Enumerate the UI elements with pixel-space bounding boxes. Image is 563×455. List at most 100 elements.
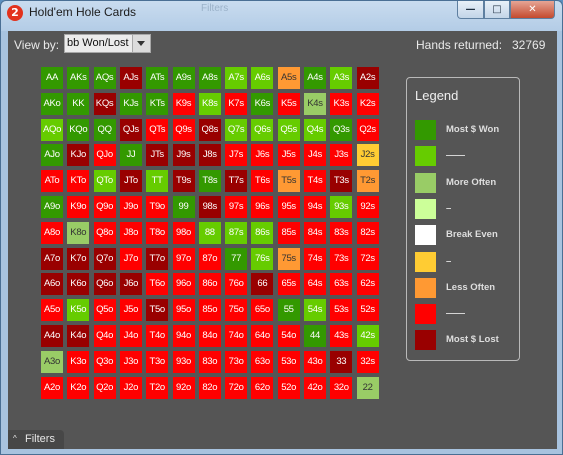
hand-cell[interactable]: A5s: [277, 67, 300, 89]
hand-cell[interactable]: AJs: [119, 67, 142, 89]
hand-cell[interactable]: 62o: [251, 376, 274, 399]
hand-cell[interactable]: JJ: [119, 144, 142, 167]
hand-cell[interactable]: QTs: [146, 118, 169, 141]
hand-cell[interactable]: J7o: [119, 247, 142, 270]
hand-cell[interactable]: J5o: [119, 299, 142, 322]
hand-cell[interactable]: KK: [67, 92, 90, 115]
title-bar[interactable]: 2 Hold'em Hole Cards Filters — □ ✕: [1, 1, 562, 25]
maximize-button[interactable]: □: [484, 1, 510, 19]
hand-cell[interactable]: T9s: [172, 170, 195, 193]
hand-cell[interactable]: 96s: [251, 196, 274, 218]
hand-cell[interactable]: T9o: [146, 196, 169, 218]
hand-cell[interactable]: K2s: [356, 92, 379, 115]
hand-cell[interactable]: 54o: [277, 325, 300, 347]
hand-cell[interactable]: A2o: [41, 376, 63, 399]
hand-cell[interactable]: K8o: [67, 221, 90, 244]
hand-cell[interactable]: 88: [198, 221, 221, 244]
hand-cell[interactable]: KQs: [93, 92, 116, 115]
hand-cell[interactable]: K8s: [198, 92, 221, 115]
hand-cell[interactable]: KTs: [146, 92, 169, 115]
hand-cell[interactable]: J4o: [119, 325, 142, 347]
hand-cell[interactable]: 62s: [356, 273, 379, 296]
hand-cell[interactable]: J8s: [198, 144, 221, 167]
hand-cell[interactable]: 75s: [277, 247, 300, 270]
hand-cell[interactable]: Q3s: [330, 118, 353, 141]
hand-cell[interactable]: K4o: [67, 325, 90, 347]
filters-toggle[interactable]: ^ Filters: [8, 430, 64, 449]
hand-cell[interactable]: K4s: [304, 92, 326, 115]
hand-cell[interactable]: 93o: [172, 350, 195, 373]
hand-cell[interactable]: AA: [41, 67, 63, 89]
hand-cell[interactable]: 95s: [277, 196, 300, 218]
hand-cell[interactable]: 72o: [225, 376, 248, 399]
hand-cell[interactable]: 42o: [304, 376, 326, 399]
hand-cell[interactable]: 73o: [225, 350, 248, 373]
hand-cell[interactable]: 87o: [198, 247, 221, 270]
hand-cell[interactable]: T8s: [198, 170, 221, 193]
hand-cell[interactable]: 94o: [172, 325, 195, 347]
hand-cell[interactable]: Q8s: [198, 118, 221, 141]
hand-cell[interactable]: 43o: [304, 350, 326, 373]
hand-cell[interactable]: 42s: [356, 325, 379, 347]
hand-cell[interactable]: 99: [172, 196, 195, 218]
hand-cell[interactable]: T4o: [146, 325, 169, 347]
hand-cell[interactable]: 87s: [225, 221, 248, 244]
hand-cell[interactable]: J6s: [251, 144, 274, 167]
hand-cell[interactable]: 84o: [198, 325, 221, 347]
hand-cell[interactable]: QJo: [93, 144, 116, 167]
hand-cell[interactable]: J2o: [119, 376, 142, 399]
hand-cell[interactable]: 63s: [330, 273, 353, 296]
hand-cell[interactable]: T4s: [304, 170, 326, 193]
hand-cell[interactable]: T3s: [330, 170, 353, 193]
hand-cell[interactable]: Q2o: [93, 376, 116, 399]
hand-cell[interactable]: A4o: [41, 325, 63, 347]
hand-cell[interactable]: 32o: [330, 376, 353, 399]
hand-cell[interactable]: 76s: [251, 247, 274, 270]
hand-cell[interactable]: KQo: [67, 118, 90, 141]
hand-cell[interactable]: K9s: [172, 92, 195, 115]
hand-cell[interactable]: A7s: [225, 67, 248, 89]
hand-cell[interactable]: 82s: [356, 221, 379, 244]
hand-cell[interactable]: K5o: [67, 299, 90, 322]
hand-cell[interactable]: 86o: [198, 273, 221, 296]
hand-cell[interactable]: Q8o: [93, 221, 116, 244]
hand-cell[interactable]: Q5s: [277, 118, 300, 141]
hand-cell[interactable]: K7o: [67, 247, 90, 270]
hand-cell[interactable]: K2o: [67, 376, 90, 399]
hand-cell[interactable]: K3o: [67, 350, 90, 373]
hand-cell[interactable]: 33: [330, 350, 353, 373]
hand-cell[interactable]: 86s: [251, 221, 274, 244]
hand-cell[interactable]: KJo: [67, 144, 90, 167]
hand-cell[interactable]: T8o: [146, 221, 169, 244]
hand-cell[interactable]: 85o: [198, 299, 221, 322]
hand-cell[interactable]: J8o: [119, 221, 142, 244]
hand-cell[interactable]: 98s: [198, 196, 221, 218]
hand-cell[interactable]: T3o: [146, 350, 169, 373]
hand-cell[interactable]: 22: [356, 376, 379, 399]
hand-cell[interactable]: 54s: [304, 299, 326, 322]
hand-cell[interactable]: Q2s: [356, 118, 379, 141]
hand-cell[interactable]: 93s: [330, 196, 353, 218]
hand-cell[interactable]: J4s: [304, 144, 326, 167]
hand-cell[interactable]: A3o: [41, 350, 63, 373]
hand-cell[interactable]: A9s: [172, 67, 195, 89]
hand-cell[interactable]: Q5o: [93, 299, 116, 322]
hand-cell[interactable]: 83o: [198, 350, 221, 373]
hand-cell[interactable]: J2s: [356, 144, 379, 167]
hand-cell[interactable]: K5s: [277, 92, 300, 115]
hand-cell[interactable]: K9o: [67, 196, 90, 218]
hand-cell[interactable]: 76o: [225, 273, 248, 296]
hand-cell[interactable]: A2s: [356, 67, 379, 89]
hand-cell[interactable]: AKs: [67, 67, 90, 89]
hand-cell[interactable]: J5s: [277, 144, 300, 167]
hand-cell[interactable]: K6o: [67, 273, 90, 296]
hand-cell[interactable]: T6s: [251, 170, 274, 193]
hand-cell[interactable]: A6s: [251, 67, 274, 89]
hand-cell[interactable]: A8o: [41, 221, 63, 244]
hand-cell[interactable]: J9o: [119, 196, 142, 218]
hand-cell[interactable]: AQs: [93, 67, 116, 89]
minimize-button[interactable]: —: [457, 1, 484, 19]
hand-cell[interactable]: QQ: [93, 118, 116, 141]
hand-cell[interactable]: JTs: [146, 144, 169, 167]
hand-cell[interactable]: Q4o: [93, 325, 116, 347]
